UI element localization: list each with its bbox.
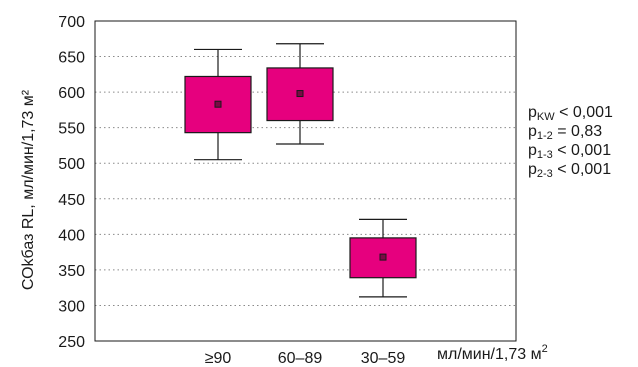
y-tick-label: 300 [58,298,85,315]
box-1 [184,48,252,161]
stats-annotations: pKW < 0,001 p1-2 = 0,83 p1-3 < 0,001 p2-… [528,103,613,180]
y-axis-label: СОkбаз RL, мл/мин/1,73 м² [20,89,37,290]
stat-1-3: p1-3 < 0,001 [528,142,612,161]
y-tick-label: 550 [58,121,85,138]
box-2 [266,43,334,145]
x-axis-ticks: ≥90 60–89 30–59 [205,350,406,367]
x-axis-unit-text: мл/мин/1,73 м [437,346,542,363]
box-3 [349,218,417,298]
y-tick-label: 600 [58,85,85,102]
y-tick-label: 250 [58,334,85,351]
y-axis-ticks: 250 300 350 400 450 500 550 600 650 700 [58,14,85,351]
x-tick-label: 30–59 [361,350,406,367]
stat-2-3: p2-3 < 0,001 [528,161,612,180]
y-tick-label: 450 [58,192,85,209]
plot-frame [94,20,517,342]
x-tick-label: 60–89 [278,350,323,367]
median-marker [379,253,387,261]
y-tick-label: 400 [58,227,85,244]
x-axis-unit-sup: 2 [541,343,548,355]
y-tick-label: 350 [58,263,85,280]
x-axis-unit: мл/мин/1,73 м2 [437,343,548,364]
boxes [184,43,417,298]
y-tick-label: 700 [58,14,85,31]
x-tick-label: ≥90 [205,350,232,367]
y-tick-label: 650 [58,50,85,67]
median-marker [214,100,222,108]
stat-1-2: p1-2 = 0,83 [528,123,603,142]
stat-kw: pKW < 0,001 [528,104,613,123]
y-tick-label: 500 [58,156,85,173]
median-marker [296,90,304,98]
